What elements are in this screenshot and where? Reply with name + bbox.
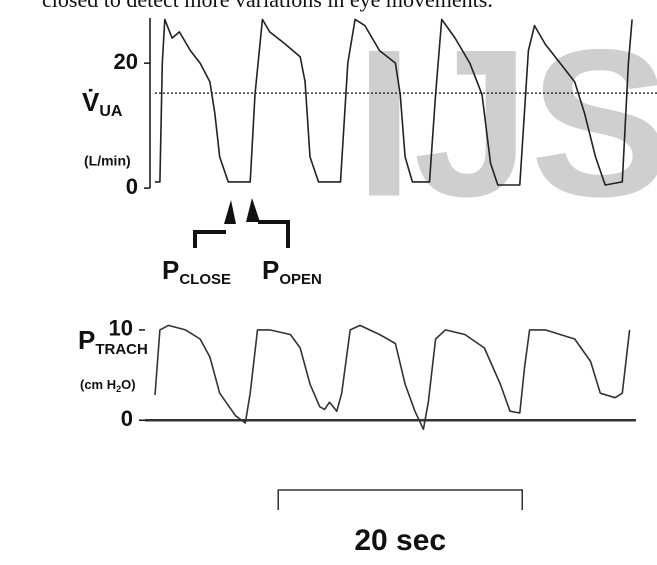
arrow-close bbox=[193, 230, 226, 248]
annotation-main: P bbox=[162, 255, 179, 285]
y-tick-label: 10 bbox=[109, 316, 133, 341]
y-tick-label: 20 bbox=[114, 49, 138, 74]
y-label-sub: TRACH bbox=[95, 341, 148, 358]
arrow-open bbox=[258, 220, 290, 248]
y-unit-sub: 2 bbox=[116, 384, 121, 394]
y-label-sub: UA bbox=[99, 103, 123, 120]
annotation-sub: OPEN bbox=[279, 271, 322, 288]
trace bbox=[155, 18, 633, 186]
y-tick-label: 0 bbox=[126, 174, 138, 199]
arrowhead-open bbox=[246, 198, 260, 222]
scale-bar-label: 20 sec bbox=[354, 524, 446, 557]
annotation: POPEN bbox=[262, 255, 322, 288]
y-unit-part: O) bbox=[121, 377, 135, 392]
arrowhead-close bbox=[224, 200, 236, 224]
y-unit: (cm H2O) bbox=[80, 377, 136, 394]
y-tick-label: 0 bbox=[121, 406, 133, 431]
y-label: V̇UA bbox=[82, 87, 123, 120]
y-label-main: P bbox=[78, 325, 95, 355]
y-unit-part: (cm H bbox=[80, 377, 116, 392]
annotation-sub: CLOSE bbox=[179, 271, 231, 288]
text-above: closed to detect more variations in eye … bbox=[42, 0, 493, 12]
watermark: IJS bbox=[355, 5, 657, 240]
annotation-main: P bbox=[262, 255, 279, 285]
annotation: PCLOSE bbox=[162, 255, 231, 288]
y-unit: (L/min) bbox=[84, 153, 131, 169]
y-label: PTRACH bbox=[78, 325, 148, 358]
y-label-main: V̇ bbox=[82, 87, 100, 117]
trace bbox=[154, 324, 631, 431]
scale-bar bbox=[277, 489, 524, 510]
